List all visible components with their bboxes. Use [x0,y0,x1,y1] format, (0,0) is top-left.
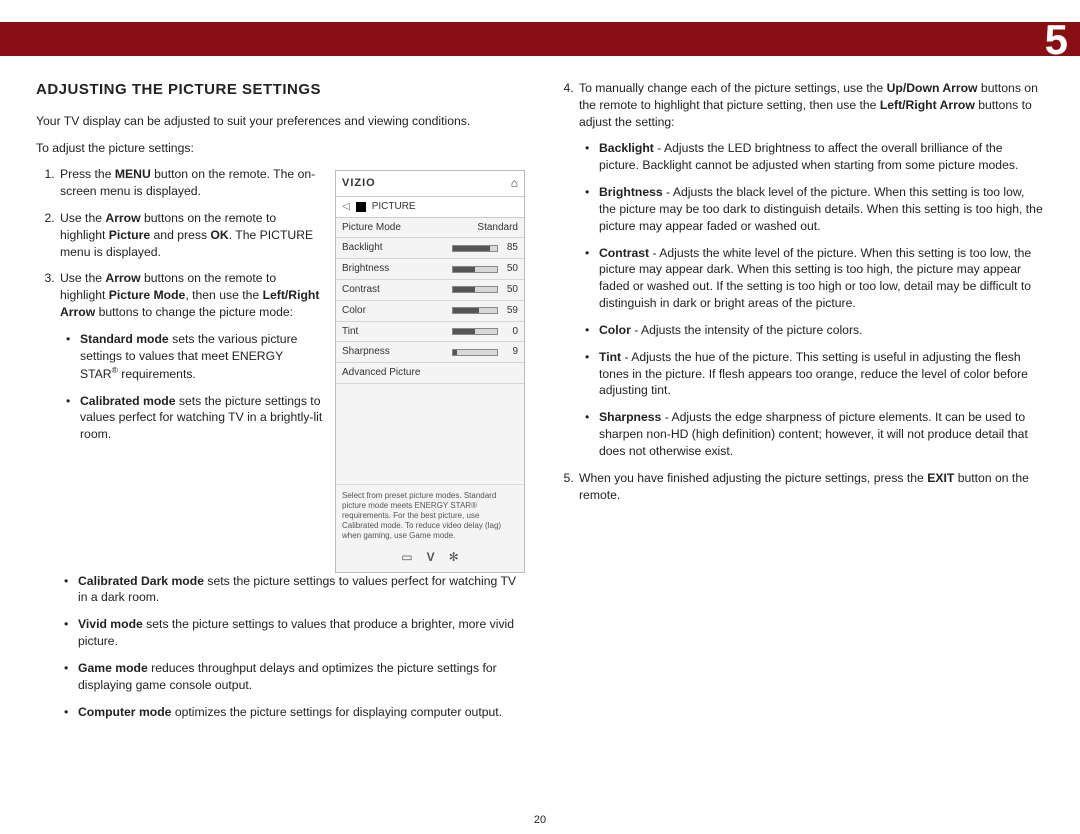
modes-list-top: Standard mode sets the various picture s… [60,331,323,443]
menu-row-backlight: Backlight85 [336,238,524,259]
left-text: Press the MENU button on the remote. The… [36,166,323,572]
menu-row-contrast: Contrast50 [336,280,524,301]
back-icon: ◁ [342,200,350,214]
left-body: Press the MENU button on the remote. The… [36,166,525,572]
wide-icon: ▭ [401,549,412,566]
section-heading: ADJUSTING THE PICTURE SETTINGS [36,80,525,101]
home-icon: ⌂ [511,175,518,192]
step-4: To manually change each of the picture s… [577,80,1044,460]
slider-bar [452,328,498,335]
intro-paragraph: Your TV display can be adjusted to suit … [36,113,525,130]
menu-tip: Select from preset picture modes. Standa… [336,484,524,545]
vizio-v-icon: V [427,549,435,566]
settings-defs: Backlight - Adjusts the LED brightness t… [579,140,1044,459]
steps-list-right: To manually change each of the picture s… [555,80,1044,503]
def-tint: Tint - Adjusts the hue of the picture. T… [599,349,1044,399]
mode-computer: Computer mode optimizes the picture sett… [78,704,525,721]
steps-list: Press the MENU button on the remote. The… [36,166,323,443]
menu-section-title: ◁ PICTURE [336,197,524,218]
right-column: To manually change each of the picture s… [555,80,1044,814]
menu-row-sharpness: Sharpness9 [336,342,524,363]
slider-bar [452,286,498,293]
slider-bar [452,349,498,356]
chapter-number: 5 [1045,16,1068,64]
def-sharpness: Sharpness - Adjusts the edge sharpness o… [599,409,1044,459]
picture-icon [356,202,366,212]
def-contrast: Contrast - Adjusts the white level of th… [599,245,1044,312]
step-3: Use the Arrow buttons on the remote to h… [58,270,323,443]
modes-list-bottom: Calibrated Dark mode sets the picture se… [36,573,525,721]
left-column: ADJUSTING THE PICTURE SETTINGS Your TV d… [36,80,525,814]
chapter-banner: 5 [0,22,1080,56]
menu-row-brightness: Brightness50 [336,259,524,280]
slider-bar [452,245,498,252]
menu-advanced: Advanced Picture [336,363,524,384]
def-color: Color - Adjusts the intensity of the pic… [599,322,1044,339]
step-1: Press the MENU button on the remote. The… [58,166,323,200]
menu-footer: ▭ V ✻ [336,545,524,572]
slider-bar [452,307,498,314]
mode-standard: Standard mode sets the various picture s… [80,331,323,383]
gear-icon: ✻ [449,549,459,566]
def-backlight: Backlight - Adjusts the LED brightness t… [599,140,1044,174]
page-content: ADJUSTING THE PICTURE SETTINGS Your TV d… [36,80,1044,814]
mode-vivid: Vivid mode sets the picture settings to … [78,616,525,650]
menu-row-tint: Tint0 [336,322,524,343]
slider-bar [452,266,498,273]
page-number: 20 [0,814,1080,826]
menu-picture-mode: Picture Mode Standard [336,218,524,239]
step-2: Use the Arrow buttons on the remote to h… [58,210,323,260]
lead-in: To adjust the picture settings: [36,140,525,157]
step-5: When you have finished adjusting the pic… [577,470,1044,504]
def-brightness: Brightness - Adjusts the black level of … [599,184,1044,234]
menu-slider-rows: Backlight85Brightness50Contrast50Color59… [336,238,524,363]
mode-calibrated: Calibrated mode sets the picture setting… [80,393,323,443]
menu-header: VIZIO ⌂ [336,171,524,197]
menu-logo: VIZIO [342,176,376,191]
mode-calibrated-dark: Calibrated Dark mode sets the picture se… [78,573,525,607]
picture-menu-figure: VIZIO ⌂ ◁ PICTURE Picture Mode Standard … [335,170,525,572]
menu-row-color: Color59 [336,301,524,322]
mode-game: Game mode reduces throughput delays and … [78,660,525,694]
